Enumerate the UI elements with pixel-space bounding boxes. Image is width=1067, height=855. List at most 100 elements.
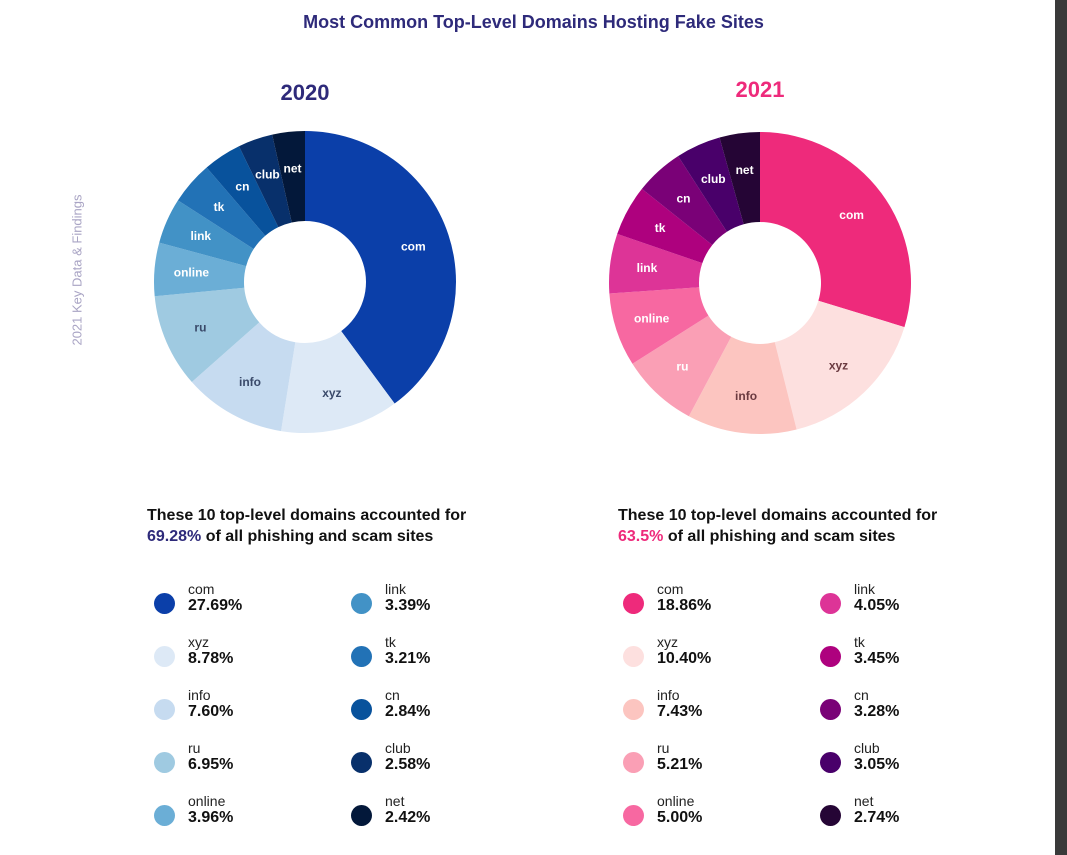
slice-club	[238, 134, 292, 228]
legend-value: 3.96%	[188, 809, 234, 826]
slice-com	[305, 131, 456, 404]
legend-label: info	[188, 687, 211, 703]
slice-info	[688, 336, 797, 434]
slice-label: tk	[655, 221, 666, 235]
legend-swatch	[820, 593, 841, 614]
legend-swatch	[820, 699, 841, 720]
legend-label: ru	[657, 740, 670, 756]
legend-label: cn	[385, 687, 400, 703]
legend-item-online: online 5.00%	[623, 793, 823, 843]
summary-text: These 10 top-level domains accounted for…	[147, 505, 466, 547]
legend-swatch	[351, 752, 372, 773]
slice-cn	[641, 156, 727, 245]
legend-label: com	[657, 581, 684, 597]
legend-value: 2.84%	[385, 703, 431, 720]
slice-label: ru	[676, 360, 688, 374]
slice-club	[678, 137, 744, 232]
slice-label: net	[736, 163, 754, 177]
slice-online	[609, 287, 709, 364]
slice-com	[760, 132, 911, 328]
legend-swatch	[154, 699, 175, 720]
legend-label: club	[385, 740, 411, 756]
legend-item-tk: tk 3.21%	[351, 634, 551, 684]
chart-title: 2020	[280, 80, 330, 105]
slice-label: info	[239, 375, 261, 389]
legend-swatch	[154, 805, 175, 826]
legend-value: 2.42%	[385, 809, 431, 826]
legend-item-link: link 3.39%	[351, 581, 551, 631]
legend-label: cn	[854, 687, 869, 703]
legend-swatch	[351, 699, 372, 720]
slice-label: com	[401, 239, 426, 253]
legend-item-ru: ru 6.95%	[154, 740, 354, 790]
legend-item-cn: cn 3.28%	[820, 687, 1020, 737]
chart-title: 2021	[735, 77, 785, 102]
legend-item-info: info 7.60%	[154, 687, 354, 737]
legend-item-com: com 18.86%	[623, 581, 823, 631]
legend-value: 3.28%	[854, 703, 900, 720]
slice-label: xyz	[322, 386, 341, 400]
legend-value: 2.74%	[854, 809, 900, 826]
slice-label: net	[284, 162, 302, 176]
legend-swatch	[154, 646, 175, 667]
legend-label: ru	[188, 740, 201, 756]
slice-label: cn	[235, 180, 249, 194]
legend-value: 6.95%	[188, 756, 234, 773]
legend-item-xyz: xyz 10.40%	[623, 634, 823, 684]
legend-label: tk	[854, 634, 865, 650]
legend-swatch	[623, 752, 644, 773]
legend-item-xyz: xyz 8.78%	[154, 634, 354, 684]
legend-item-cn: cn 2.84%	[351, 687, 551, 737]
slice-label: online	[174, 265, 210, 279]
legend-value: 3.39%	[385, 597, 431, 614]
legend-label: com	[188, 581, 215, 597]
slice-online	[154, 242, 247, 297]
summary-text: These 10 top-level domains accounted for…	[618, 505, 937, 547]
slice-info	[191, 322, 296, 432]
summary-suffix: of all phishing and scam sites	[205, 528, 434, 545]
legend-item-club: club 2.58%	[351, 740, 551, 790]
summary-prefix: These 10 top-level domains accounted for	[147, 507, 467, 524]
legend-item-net: net 2.74%	[820, 793, 1020, 843]
legend-swatch	[623, 805, 644, 826]
legend-value: 27.69%	[188, 597, 243, 614]
slice-tk	[177, 167, 266, 250]
legend-label: xyz	[657, 634, 678, 650]
legend-value: 5.00%	[657, 809, 703, 826]
legend-swatch	[623, 646, 644, 667]
slice-label: cn	[677, 191, 691, 205]
legend-value: 4.05%	[854, 597, 900, 614]
legend-label: net	[385, 793, 405, 809]
slice-net	[719, 132, 760, 225]
slice-label: club	[701, 172, 726, 186]
legend-value: 2.58%	[385, 756, 431, 773]
legend-label: xyz	[188, 634, 209, 650]
legend-value: 3.45%	[854, 650, 900, 667]
legend-item-club: club 3.05%	[820, 740, 1020, 790]
legend-swatch	[351, 805, 372, 826]
summary-suffix: of all phishing and scam sites	[667, 528, 896, 545]
slice-label: xyz	[829, 359, 848, 373]
legend-value: 10.40%	[657, 650, 712, 667]
legend-item-com: com 27.69%	[154, 581, 354, 631]
legend-swatch	[351, 646, 372, 667]
legend-swatch	[351, 593, 372, 614]
legend-swatch	[820, 805, 841, 826]
legend-item-online: online 3.96%	[154, 793, 354, 843]
slice-cn	[206, 146, 279, 236]
legend-label: link	[854, 581, 876, 597]
legend-swatch	[154, 752, 175, 773]
legend-label: online	[188, 793, 226, 809]
legend-value: 8.78%	[188, 650, 234, 667]
slice-label: ru	[194, 320, 206, 334]
legend-item-ru: ru 5.21%	[623, 740, 823, 790]
side-label: 2021 Key Data & Findings	[69, 194, 85, 346]
legend-swatch	[623, 699, 644, 720]
legend-label: info	[657, 687, 680, 703]
legend-value: 7.43%	[657, 703, 703, 720]
legend-label: link	[385, 581, 407, 597]
slice-label: tk	[214, 200, 225, 214]
slice-label: info	[735, 389, 757, 403]
